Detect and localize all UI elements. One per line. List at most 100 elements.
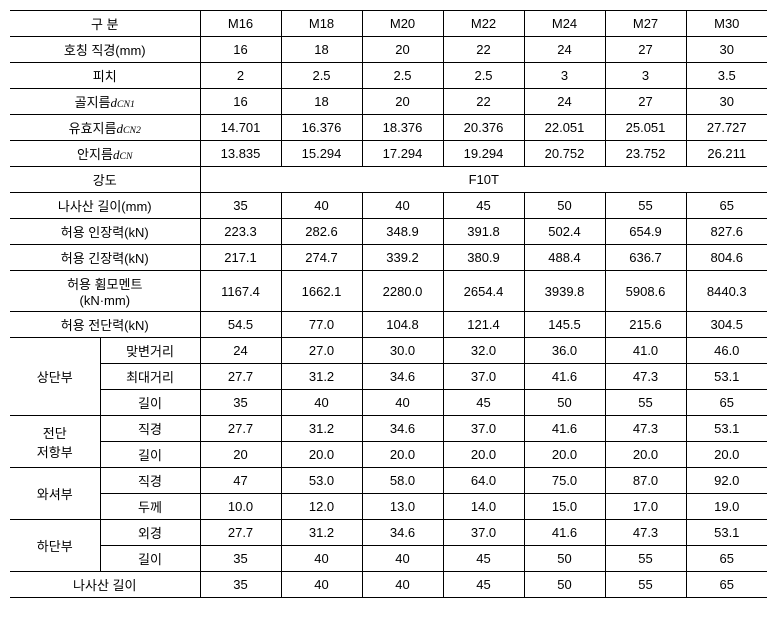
row-label: 안지름dCN bbox=[10, 141, 200, 167]
row-value: 27.7 bbox=[200, 520, 281, 546]
row-value: 54.5 bbox=[200, 312, 281, 338]
row-value: 23.752 bbox=[605, 141, 686, 167]
row-value: 46.0 bbox=[686, 338, 767, 364]
row-value: 41.6 bbox=[524, 520, 605, 546]
row-value: 121.4 bbox=[443, 312, 524, 338]
header-col: M18 bbox=[281, 11, 362, 37]
row-value: 27.7 bbox=[200, 364, 281, 390]
table-row: 허용 긴장력(kN)217.1274.7339.2380.9488.4636.7… bbox=[10, 245, 767, 271]
table-row: 피치22.52.52.5333.5 bbox=[10, 63, 767, 89]
row-value: 47 bbox=[200, 468, 281, 494]
row-value: 65 bbox=[686, 390, 767, 416]
row-value: 15.294 bbox=[281, 141, 362, 167]
row-value: 45 bbox=[443, 572, 524, 598]
row-value: 19.0 bbox=[686, 494, 767, 520]
row-value: 20.752 bbox=[524, 141, 605, 167]
header-label: 구 분 bbox=[10, 11, 200, 37]
row-value: 2.5 bbox=[443, 63, 524, 89]
row-label: 호칭 직경(mm) bbox=[10, 37, 200, 63]
row-value: 45 bbox=[443, 390, 524, 416]
table-row: 나사산 길이35404045505565 bbox=[10, 572, 767, 598]
row-label: 나사산 길이(mm) bbox=[10, 193, 200, 219]
row-value: 41.6 bbox=[524, 364, 605, 390]
row-value: 215.6 bbox=[605, 312, 686, 338]
row-value: 27.7 bbox=[200, 416, 281, 442]
row-value: 2654.4 bbox=[443, 271, 524, 312]
row-value: 5908.6 bbox=[605, 271, 686, 312]
row-value: 47.3 bbox=[605, 520, 686, 546]
row-value: 34.6 bbox=[362, 520, 443, 546]
table-row: 길이35404045505565 bbox=[10, 546, 767, 572]
row-value: 8440.3 bbox=[686, 271, 767, 312]
table-row: 최대거리27.731.234.637.041.647.353.1 bbox=[10, 364, 767, 390]
row-value: 55 bbox=[605, 572, 686, 598]
row-value: 55 bbox=[605, 546, 686, 572]
row-value: 20 bbox=[362, 89, 443, 115]
table-row: 길이2020.020.020.020.020.020.0 bbox=[10, 442, 767, 468]
table-row: 나사산 길이(mm)35404045505565 bbox=[10, 193, 767, 219]
row-value: 17.294 bbox=[362, 141, 443, 167]
row-value: 27 bbox=[605, 37, 686, 63]
row-value: 36.0 bbox=[524, 338, 605, 364]
row-value: 53.1 bbox=[686, 520, 767, 546]
row-value: 75.0 bbox=[524, 468, 605, 494]
row-value: 12.0 bbox=[281, 494, 362, 520]
strength-value: F10T bbox=[200, 167, 767, 193]
row-value: 339.2 bbox=[362, 245, 443, 271]
table-row: 허용 전단력(kN)54.577.0104.8121.4145.5215.630… bbox=[10, 312, 767, 338]
row-label: 골지름dCN1 bbox=[10, 89, 200, 115]
row-value: 804.6 bbox=[686, 245, 767, 271]
table-row: 허용 휨모멘트(kN·mm)1167.41662.12280.02654.439… bbox=[10, 271, 767, 312]
row-value: 2.5 bbox=[362, 63, 443, 89]
row-value: 2 bbox=[200, 63, 281, 89]
row-value: 27.727 bbox=[686, 115, 767, 141]
row-value: 20.0 bbox=[686, 442, 767, 468]
row-value: 3.5 bbox=[686, 63, 767, 89]
row-value: 488.4 bbox=[524, 245, 605, 271]
row-value: 16 bbox=[200, 37, 281, 63]
row-value: 40 bbox=[281, 390, 362, 416]
row-label: 나사산 길이 bbox=[10, 572, 200, 598]
row-value: 37.0 bbox=[443, 364, 524, 390]
row-value: 27.0 bbox=[281, 338, 362, 364]
row-value: 22 bbox=[443, 37, 524, 63]
row-value: 32.0 bbox=[443, 338, 524, 364]
row-value: 50 bbox=[524, 390, 605, 416]
row-value: 223.3 bbox=[200, 219, 281, 245]
row-value: 636.7 bbox=[605, 245, 686, 271]
row-value: 50 bbox=[524, 572, 605, 598]
row-value: 40 bbox=[281, 572, 362, 598]
row-value: 20.0 bbox=[605, 442, 686, 468]
row-value: 31.2 bbox=[281, 520, 362, 546]
header-col: M27 bbox=[605, 11, 686, 37]
row-value: 65 bbox=[686, 193, 767, 219]
table-row: 전단저항부직경27.731.234.637.041.647.353.1 bbox=[10, 416, 767, 442]
row-value: 20.376 bbox=[443, 115, 524, 141]
row-value: 18.376 bbox=[362, 115, 443, 141]
group-label: 상단부 bbox=[10, 338, 100, 416]
row-value: 391.8 bbox=[443, 219, 524, 245]
row-value: 304.5 bbox=[686, 312, 767, 338]
group-label: 와셔부 bbox=[10, 468, 100, 520]
row-value: 348.9 bbox=[362, 219, 443, 245]
row-value: 10.0 bbox=[200, 494, 281, 520]
row-value: 282.6 bbox=[281, 219, 362, 245]
row-value: 15.0 bbox=[524, 494, 605, 520]
subrow-label: 길이 bbox=[100, 442, 200, 468]
row-label: 허용 긴장력(kN) bbox=[10, 245, 200, 271]
row-value: 1167.4 bbox=[200, 271, 281, 312]
row-value: 2.5 bbox=[281, 63, 362, 89]
row-label: 유효지름dCN2 bbox=[10, 115, 200, 141]
row-value: 37.0 bbox=[443, 416, 524, 442]
row-value: 13.835 bbox=[200, 141, 281, 167]
row-value: 24 bbox=[200, 338, 281, 364]
table-row: 와셔부직경4753.058.064.075.087.092.0 bbox=[10, 468, 767, 494]
row-value: 55 bbox=[605, 193, 686, 219]
row-value: 77.0 bbox=[281, 312, 362, 338]
header-col: M16 bbox=[200, 11, 281, 37]
table-row: 호칭 직경(mm)16182022242730 bbox=[10, 37, 767, 63]
row-value: 27 bbox=[605, 89, 686, 115]
row-value: 274.7 bbox=[281, 245, 362, 271]
row-value: 53.1 bbox=[686, 416, 767, 442]
spec-table: 구 분M16M18M20M22M24M27M30호칭 직경(mm)1618202… bbox=[10, 10, 767, 598]
